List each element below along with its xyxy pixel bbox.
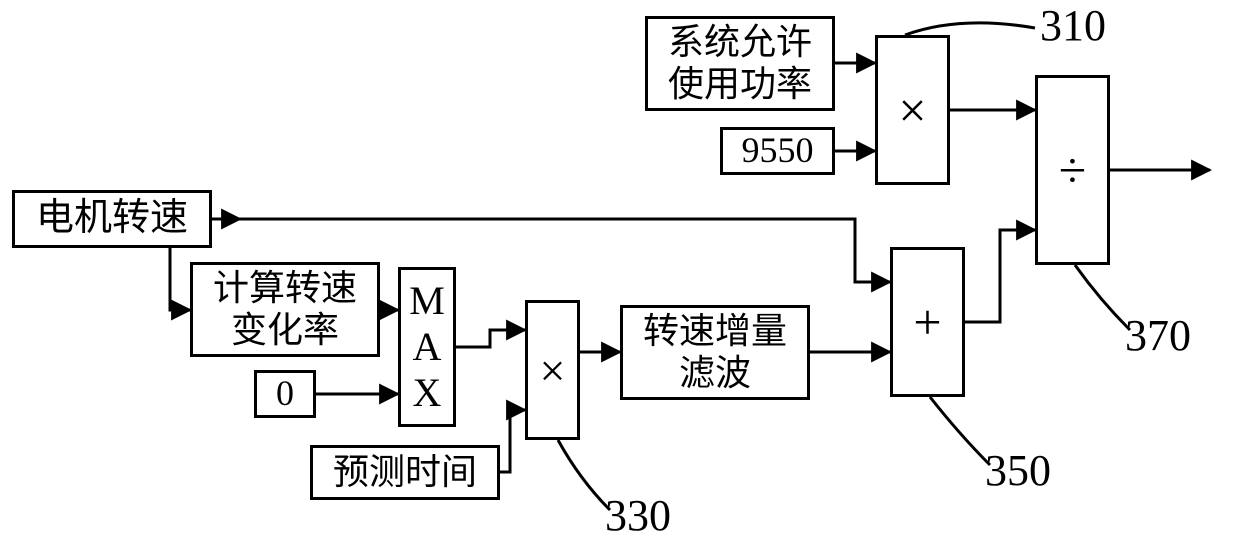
ref-label-l310: 310 [1040, 0, 1106, 51]
edge [456, 330, 525, 347]
ref-label-l310-text: 310 [1040, 1, 1106, 50]
ref-label-l330: 330 [605, 490, 671, 541]
box-power: 系统允许 使用功率 [645, 16, 835, 111]
op-mul2-symbol: × [540, 344, 566, 397]
callout-curve [558, 440, 610, 510]
edge [965, 230, 1035, 322]
box-predict: 预测时间 [310, 445, 500, 500]
ref-label-l370: 370 [1125, 310, 1191, 361]
ref-label-l330-text: 330 [605, 491, 671, 540]
box-predict-label: 预测时间 [333, 452, 477, 493]
edge [170, 248, 190, 310]
ref-label-l350-text: 350 [985, 446, 1051, 495]
ref-label-l350: 350 [985, 445, 1051, 496]
ref-label-l370-text: 370 [1125, 311, 1191, 360]
box-rate-label: 计算转速 变化率 [213, 268, 357, 351]
box-const9550-label: 9550 [742, 130, 814, 171]
box-maxv-label: M A X [409, 278, 445, 416]
op-add: + [890, 247, 965, 397]
box-const0-label: 0 [276, 373, 294, 414]
diagram-canvas: 系统允许 使用功率 9550 电机转速计算转速 变化率 0 M A X 预测时间 转速增量 … [0, 0, 1240, 551]
box-filter: 转速增量 滤波 [620, 305, 810, 400]
callout-curve [1075, 265, 1130, 330]
box-power-label: 系统允许 使用功率 [668, 22, 812, 105]
callout-curve [930, 397, 990, 465]
box-const0: 0 [254, 370, 316, 418]
box-motor-label: 电机转速 [36, 197, 188, 241]
op-mul1-symbol: × [898, 81, 926, 139]
op-div-symbol: ÷ [1059, 141, 1086, 199]
box-filter-label: 转速增量 滤波 [643, 311, 787, 394]
box-maxv: M A X [398, 267, 456, 427]
op-mul1: × [875, 35, 950, 185]
op-add-symbol: + [913, 293, 941, 351]
callout-curve [905, 23, 1035, 35]
box-const9550: 9550 [720, 127, 835, 175]
op-div: ÷ [1035, 75, 1110, 265]
box-motor: 电机转速 [12, 190, 212, 248]
op-mul2: × [525, 300, 580, 440]
box-rate: 计算转速 变化率 [190, 262, 380, 357]
edge [500, 410, 525, 472]
